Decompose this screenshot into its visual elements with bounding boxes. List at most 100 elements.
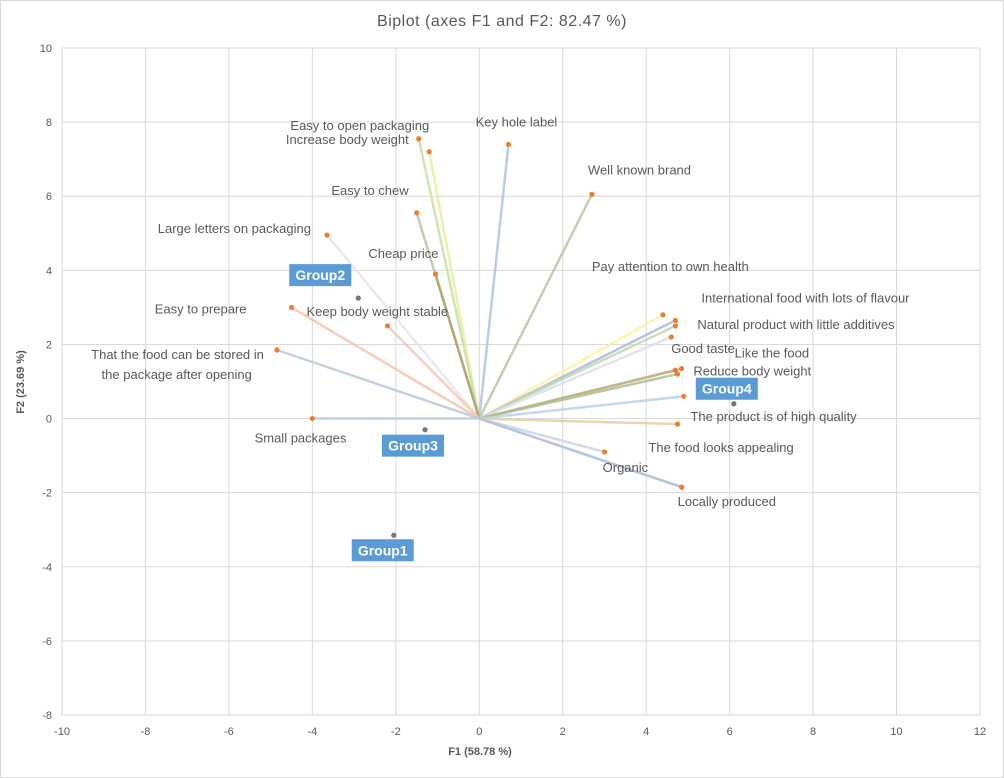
vector-point — [672, 317, 678, 323]
group-label-box — [695, 377, 758, 400]
y-tick-label: 10 — [40, 43, 52, 55]
vector-point — [674, 371, 681, 377]
group-label-box — [289, 264, 352, 287]
vector-points — [274, 136, 687, 490]
y-axis-title: F2 (23.69 %) — [15, 350, 27, 414]
vector-label: Increase body weight — [286, 132, 409, 147]
vector-point — [324, 232, 330, 238]
vector-point — [384, 323, 391, 329]
vector-point — [274, 347, 280, 353]
vector-line — [478, 417, 683, 489]
x-tick-label: 8 — [810, 726, 816, 738]
vector-line — [276, 348, 480, 420]
vector-line — [434, 273, 481, 419]
vector-point — [681, 393, 687, 399]
vector-label: Easy to prepare — [155, 301, 247, 316]
vector-line — [478, 144, 510, 419]
vector-label: Cheap price — [368, 246, 438, 261]
vector-label: Large letters on packaging — [158, 221, 311, 236]
y-tick-label: -4 — [42, 562, 52, 574]
x-tick-label: -8 — [141, 726, 151, 738]
group-label: Group3 — [388, 438, 438, 454]
group-point — [355, 295, 361, 301]
y-tick-label: 8 — [46, 117, 52, 129]
vector-point — [309, 415, 315, 422]
group-point — [391, 532, 397, 538]
vector-point — [672, 323, 678, 329]
vector-label: Well known brand — [588, 162, 691, 177]
vector-point — [679, 365, 685, 372]
vector-line — [386, 325, 481, 420]
group-label: Group2 — [295, 267, 345, 283]
vector-label: That the food can be stored in the packag… — [91, 347, 264, 382]
vector-label: Key hole label — [476, 114, 558, 129]
vector-label: International food with lots of flavour — [701, 290, 910, 305]
vector-point — [589, 191, 595, 197]
vector-point — [660, 312, 666, 318]
group-markers: Group1 Group2 Group3 Group4 — [289, 264, 758, 562]
vector-point — [414, 210, 420, 216]
vector-line — [417, 138, 481, 419]
vector-label: Pay attention to own health — [592, 259, 749, 274]
vector-label: Easy to chew — [331, 183, 409, 198]
chart-title: Biplot (axes F1 and F2: 82.47 %) — [377, 13, 627, 30]
vector-lines — [276, 138, 684, 489]
vector-line — [478, 335, 672, 420]
vector-label: Natural product with little additives — [697, 317, 895, 332]
x-tick-label: 4 — [643, 726, 649, 738]
vector-label: Locally produced — [678, 494, 776, 509]
group-label: Group1 — [358, 542, 408, 558]
vector-point — [288, 304, 295, 310]
vector-point — [505, 141, 512, 147]
vector-line — [326, 234, 481, 420]
group-label-box — [382, 434, 445, 457]
group-point — [731, 401, 737, 407]
vector-line — [478, 417, 605, 454]
x-tick-label: 2 — [560, 726, 566, 738]
vector-point — [674, 421, 681, 427]
vector-label: Good taste — [671, 341, 735, 356]
x-tick-label: -2 — [391, 726, 401, 738]
group-label-box — [351, 539, 414, 562]
y-tick-label: -8 — [42, 710, 52, 722]
vector-line — [478, 313, 664, 420]
vector-line — [479, 395, 684, 420]
y-tick-label: -2 — [42, 488, 52, 500]
x-tick-label: -6 — [224, 726, 234, 738]
vector-line — [290, 306, 480, 420]
vector-label: Organic — [603, 460, 649, 475]
vector-line — [478, 372, 678, 420]
vector-label: Easy to open packaging — [290, 118, 429, 133]
y-tick-label: 6 — [46, 191, 52, 203]
vector-point — [426, 149, 432, 155]
vector-label: The product is of high quality — [690, 409, 857, 424]
vector-point — [601, 449, 608, 455]
vector-point — [668, 334, 674, 340]
vector-label: The food looks appealing — [648, 440, 793, 455]
group-label: Group4 — [702, 381, 752, 397]
x-axis-title: F1 (58.78 %) — [448, 746, 512, 758]
vector-line — [479, 417, 678, 426]
y-tick-label: 2 — [46, 339, 52, 351]
x-tick-label: 12 — [974, 726, 986, 738]
vector-label: Keep body weight stable — [306, 304, 448, 319]
vector-line — [478, 324, 676, 420]
y-tick-label: 4 — [46, 265, 52, 277]
group-point — [422, 427, 428, 433]
x-tick-label: 10 — [890, 726, 902, 738]
grid-layer — [61, 47, 981, 716]
vector-label: Like the food — [735, 346, 809, 361]
y-tick-label: 0 — [46, 414, 52, 426]
vector-label: Small packages — [255, 431, 347, 446]
y-tick-label: -6 — [42, 636, 52, 648]
x-tick-label: -4 — [307, 726, 317, 738]
x-tick-label: -10 — [54, 726, 70, 738]
vector-point — [416, 136, 422, 142]
x-tick-label: 6 — [727, 726, 733, 738]
x-tick-label: 0 — [476, 726, 482, 738]
vector-point — [679, 484, 685, 490]
